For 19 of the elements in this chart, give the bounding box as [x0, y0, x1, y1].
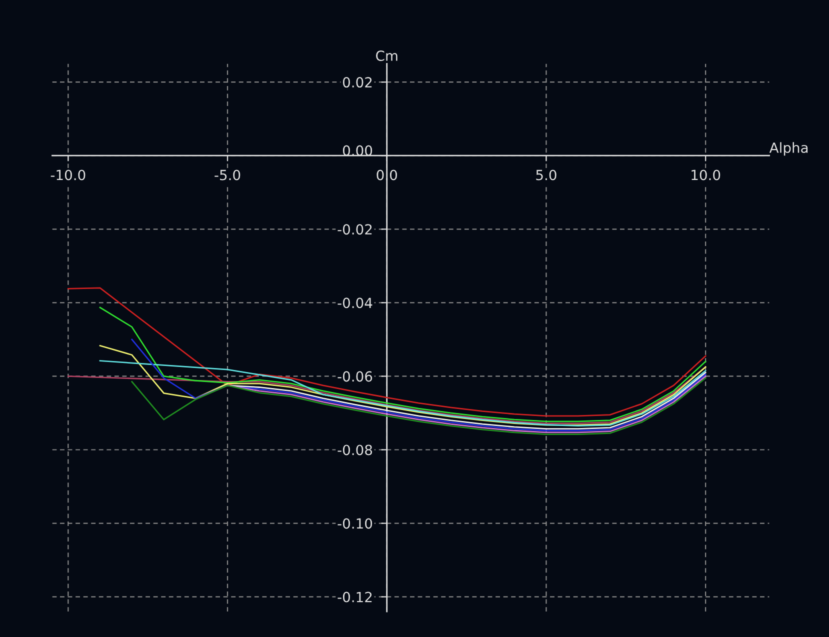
- x-tick-label: -5.0: [214, 170, 240, 180]
- y-tick-label: 0.02: [342, 77, 372, 88]
- x-tick-label: 10.0: [692, 170, 720, 180]
- x-tick-label: 5.0: [536, 170, 556, 180]
- y-tick-label: -0.08: [338, 444, 372, 456]
- x-tick-label: -10.0: [50, 170, 86, 180]
- line-series: [99, 306, 706, 422]
- line-series: [67, 287, 706, 417]
- line-series: [99, 345, 706, 426]
- y-tick-label: -0.04: [338, 298, 372, 308]
- y-axis-title: Cm: [376, 50, 398, 62]
- x-axis-title: Alpha: [769, 142, 808, 156]
- line-series: [99, 360, 706, 427]
- line-series: [226, 372, 706, 430]
- y-tick-label: -0.02: [338, 224, 372, 235]
- y-tick-label: -0.12: [338, 592, 372, 602]
- y-tick-label: -0.10: [338, 518, 372, 529]
- line-series: [131, 338, 706, 432]
- y-tick-label: -0.06: [338, 371, 372, 382]
